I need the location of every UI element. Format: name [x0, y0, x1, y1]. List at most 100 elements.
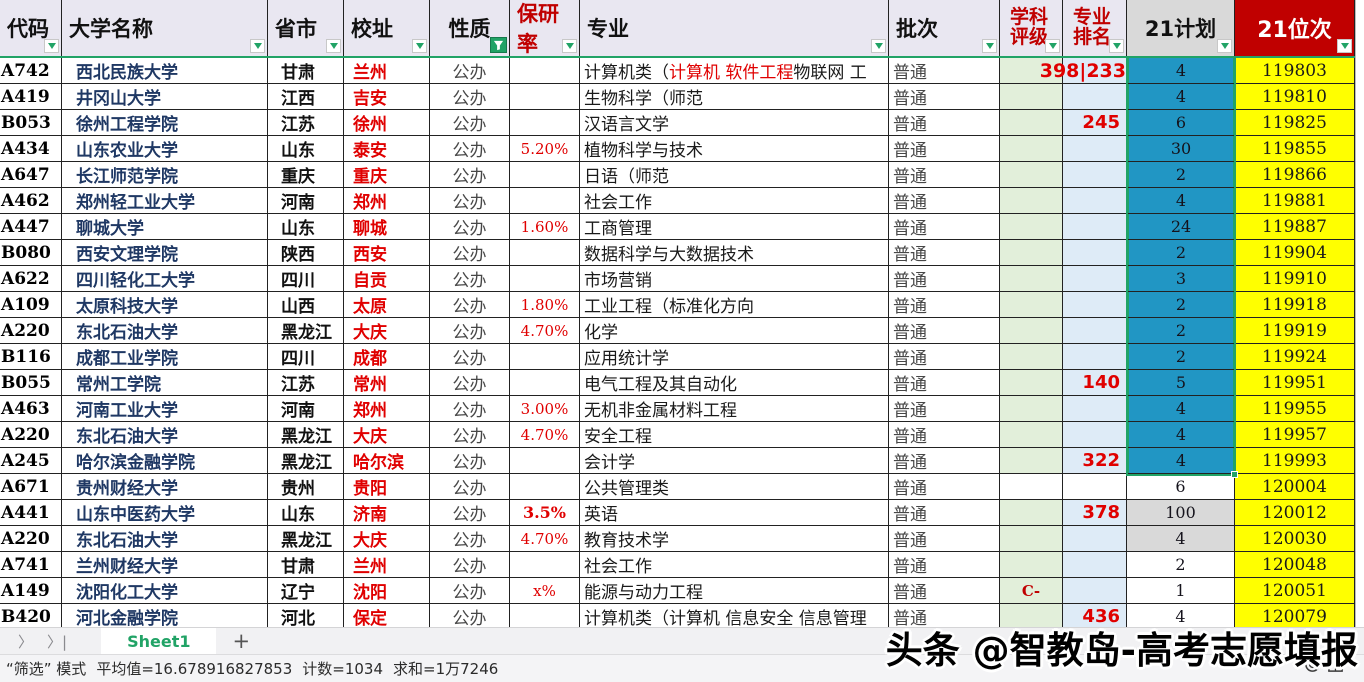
- cell-university-name[interactable]: 西安文理学院: [62, 240, 268, 265]
- cell-subject-rating[interactable]: [1000, 422, 1063, 447]
- cell-major-ranking[interactable]: [1063, 474, 1127, 499]
- cell-recommend-rate[interactable]: [510, 552, 580, 577]
- cell-province[interactable]: 黑龙江: [268, 318, 344, 343]
- cell-nature[interactable]: 公办: [430, 526, 510, 551]
- cell-subject-rating[interactable]: [1000, 396, 1063, 421]
- filter-dropdown-icon[interactable]: [982, 39, 997, 53]
- cell-province[interactable]: 重庆: [268, 162, 344, 187]
- header-cell-province[interactable]: 省市: [268, 0, 344, 56]
- cell-subject-rating[interactable]: [1000, 266, 1063, 291]
- cell-province[interactable]: 山东: [268, 214, 344, 239]
- cell-code[interactable]: A419: [0, 84, 62, 109]
- cell-major[interactable]: 计算机类（ 计算机 软件工程 物联网 工: [580, 58, 889, 83]
- cell-university-name[interactable]: 郑州轻工业大学: [62, 188, 268, 213]
- cell-campus-city[interactable]: 贵阳: [344, 474, 430, 499]
- cell-batch[interactable]: 普通: [889, 500, 1000, 525]
- cell-major-ranking[interactable]: [1063, 188, 1127, 213]
- cell-major-ranking[interactable]: [1063, 396, 1127, 421]
- cell-rank-21[interactable]: 119810: [1235, 84, 1355, 109]
- cell-nature[interactable]: 公办: [430, 448, 510, 473]
- cell-nature[interactable]: 公办: [430, 188, 510, 213]
- cell-campus-city[interactable]: 兰州: [344, 552, 430, 577]
- cell-rank-21[interactable]: 120012: [1235, 500, 1355, 525]
- cell-university-name[interactable]: 东北石油大学: [62, 422, 268, 447]
- cell-province[interactable]: 山东: [268, 500, 344, 525]
- cell-campus-city[interactable]: 沈阳: [344, 578, 430, 603]
- cell-code[interactable]: A149: [0, 578, 62, 603]
- cell-nature[interactable]: 公办: [430, 474, 510, 499]
- cell-rank-21[interactable]: 119881: [1235, 188, 1355, 213]
- cell-batch[interactable]: 普通: [889, 214, 1000, 239]
- cell-batch[interactable]: 普通: [889, 188, 1000, 213]
- cell-code[interactable]: A622: [0, 266, 62, 291]
- cell-code[interactable]: A245: [0, 448, 62, 473]
- cell-province[interactable]: 四川: [268, 266, 344, 291]
- cell-rank-21[interactable]: 120051: [1235, 578, 1355, 603]
- cell-rank-21[interactable]: 120004: [1235, 474, 1355, 499]
- cell-major-ranking[interactable]: [1063, 214, 1127, 239]
- cell-code[interactable]: B053: [0, 110, 62, 135]
- cell-nature[interactable]: 公办: [430, 500, 510, 525]
- cell-plan-21[interactable]: 4: [1127, 604, 1235, 629]
- cell-major-ranking[interactable]: [1063, 240, 1127, 265]
- cell-major[interactable]: 工业工程（标准化方向: [580, 292, 889, 317]
- cell-major-ranking[interactable]: [1063, 526, 1127, 551]
- cell-recommend-rate[interactable]: [510, 604, 580, 629]
- cell-major[interactable]: 电气工程及其自动化: [580, 370, 889, 395]
- cell-nature[interactable]: 公办: [430, 214, 510, 239]
- cell-plan-21[interactable]: 4: [1127, 422, 1235, 447]
- cell-code[interactable]: A671: [0, 474, 62, 499]
- cell-recommend-rate[interactable]: 1.60%: [510, 214, 580, 239]
- cell-campus-city[interactable]: 济南: [344, 500, 430, 525]
- cell-province[interactable]: 河南: [268, 396, 344, 421]
- cell-recommend-rate[interactable]: 4.70%: [510, 422, 580, 447]
- cell-nature[interactable]: 公办: [430, 110, 510, 135]
- cell-major[interactable]: 工商管理: [580, 214, 889, 239]
- cell-province[interactable]: 江苏: [268, 110, 344, 135]
- cell-province[interactable]: 陕西: [268, 240, 344, 265]
- cell-code[interactable]: B420: [0, 604, 62, 629]
- cell-plan-21[interactable]: 24: [1127, 214, 1235, 239]
- cell-nature[interactable]: 公办: [430, 162, 510, 187]
- cell-recommend-rate[interactable]: [510, 448, 580, 473]
- cell-recommend-rate[interactable]: [510, 474, 580, 499]
- cell-code[interactable]: A109: [0, 292, 62, 317]
- cell-major[interactable]: 化学: [580, 318, 889, 343]
- cell-university-name[interactable]: 河北金融学院: [62, 604, 268, 629]
- cell-plan-21[interactable]: 4: [1127, 58, 1235, 83]
- header-cell-university-name[interactable]: 大学名称: [62, 0, 268, 56]
- cell-subject-rating[interactable]: [1000, 292, 1063, 317]
- cell-university-name[interactable]: 成都工业学院: [62, 344, 268, 369]
- cell-recommend-rate[interactable]: 3.00%: [510, 396, 580, 421]
- cell-campus-city[interactable]: 聊城: [344, 214, 430, 239]
- filter-dropdown-icon[interactable]: [1109, 39, 1124, 53]
- cell-province[interactable]: 江苏: [268, 370, 344, 395]
- cell-campus-city[interactable]: 泰安: [344, 136, 430, 161]
- cell-campus-city[interactable]: 大庆: [344, 526, 430, 551]
- cell-campus-city[interactable]: 重庆: [344, 162, 430, 187]
- cell-nature[interactable]: 公办: [430, 604, 510, 629]
- cell-batch[interactable]: 普通: [889, 422, 1000, 447]
- cell-nature[interactable]: 公办: [430, 84, 510, 109]
- cell-batch[interactable]: 普通: [889, 162, 1000, 187]
- cell-province[interactable]: 甘肃: [268, 552, 344, 577]
- active-filter-funnel-icon[interactable]: [490, 37, 507, 53]
- header-cell-nature[interactable]: 性质: [430, 0, 510, 56]
- cell-major[interactable]: 市场营销: [580, 266, 889, 291]
- cell-major-ranking[interactable]: [1063, 58, 1127, 83]
- cell-batch[interactable]: 普通: [889, 58, 1000, 83]
- cell-recommend-rate[interactable]: 5.20%: [510, 136, 580, 161]
- cell-plan-21[interactable]: 2: [1127, 292, 1235, 317]
- cell-recommend-rate[interactable]: [510, 58, 580, 83]
- cell-subject-rating[interactable]: [1000, 604, 1063, 629]
- cell-batch[interactable]: 普通: [889, 240, 1000, 265]
- cell-recommend-rate[interactable]: [510, 266, 580, 291]
- cell-major[interactable]: 无机非金属材料工程: [580, 396, 889, 421]
- cell-major[interactable]: 社会工作: [580, 552, 889, 577]
- cell-plan-21[interactable]: 2: [1127, 344, 1235, 369]
- cell-major-ranking[interactable]: [1063, 422, 1127, 447]
- filter-dropdown-icon[interactable]: [1337, 39, 1352, 53]
- cell-plan-21[interactable]: 2: [1127, 162, 1235, 187]
- cell-subject-rating[interactable]: [1000, 448, 1063, 473]
- cell-province[interactable]: 山东: [268, 136, 344, 161]
